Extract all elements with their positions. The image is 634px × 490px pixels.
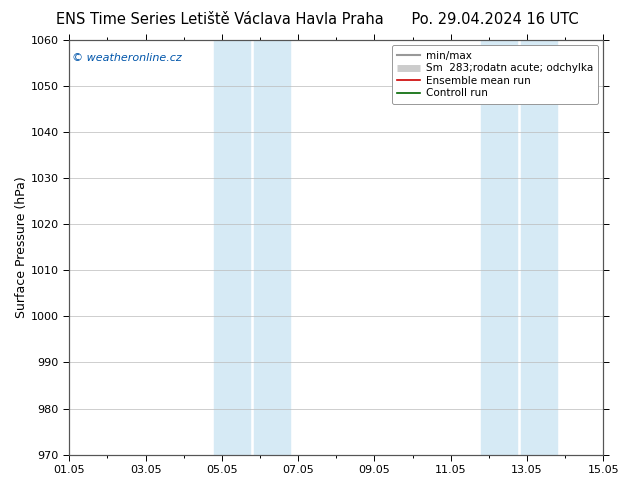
Bar (214, 40, 250, 455)
Legend: min/max, Sm  283;rodatn acute; odchylka, Ensemble mean run, Controll run: min/max, Sm 283;rodatn acute; odchylka, … (392, 46, 598, 103)
Bar (254, 40, 290, 455)
Title: ENS Time Series Letiště Václava Havla Praha    Po. 29.04.2024 16 UTC: ENS Time Series Letiště Václava Havla Pr… (0, 489, 1, 490)
Text: © weatheronline.cz: © weatheronline.cz (72, 52, 182, 63)
Y-axis label: Surface Pressure (hPa): Surface Pressure (hPa) (15, 176, 28, 318)
Bar (481, 40, 517, 455)
Bar (521, 40, 557, 455)
Text: ENS Time Series Letiště Václava Havla Praha      Po. 29.04.2024 16 UTC: ENS Time Series Letiště Václava Havla Pr… (56, 12, 578, 27)
